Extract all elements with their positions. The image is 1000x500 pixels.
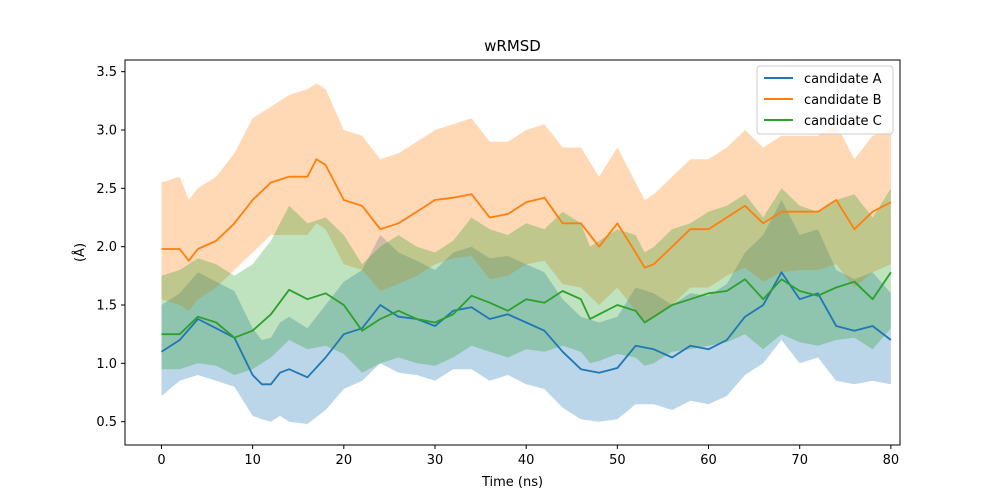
legend: candidate A candidate B candidate C [756,65,894,135]
series-line-3 [161,271,892,339]
y-ticks: 0.5 1.0 1.5 2.0 2.5 3.0 3.5 [96,65,125,430]
chart-title: wRMSD [484,37,541,55]
legend-label-1: candidate A [804,72,882,87]
y-tick-label: 0.5 [96,415,117,430]
y-tick-label: 1.0 [96,357,117,372]
x-tick-label: 40 [518,453,535,468]
x-tick-label: 60 [700,453,717,468]
x-tick-label: 80 [883,453,900,468]
series-band-3 [161,188,891,375]
legend-label-2: candidate B [804,93,882,108]
x-tick-label: 10 [244,453,261,468]
series-line-1 [161,271,892,386]
y-tick-label: 3.0 [96,124,117,139]
x-tick-label: 50 [609,453,626,468]
x-axis-label: Time (ns) [481,475,543,490]
y-axis-label: (Å) [72,243,88,262]
x-ticks: 0 10 20 30 40 50 60 70 80 [157,445,899,468]
x-tick-label: 20 [336,453,353,468]
x-tick-label: 30 [427,453,444,468]
series-band-1 [161,200,891,424]
x-tick-label: 70 [791,453,808,468]
series-lines [161,158,892,386]
y-tick-label: 2.5 [96,182,117,197]
series-line-2 [161,158,892,269]
y-tick-label: 3.5 [96,65,117,80]
y-tick-label: 2.0 [96,240,117,255]
legend-box [756,65,894,135]
axes-frame [124,59,901,446]
x-tick-label: 0 [157,453,165,468]
y-tick-label: 1.5 [96,299,117,314]
legend-label-3: candidate C [804,114,882,129]
